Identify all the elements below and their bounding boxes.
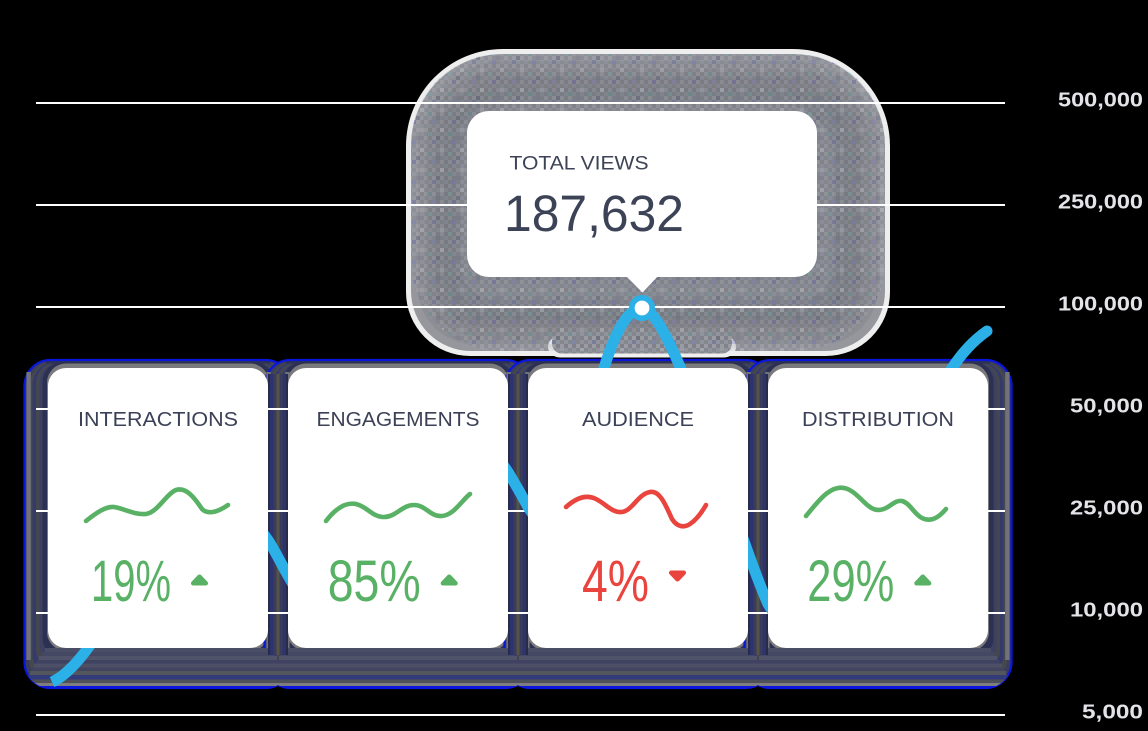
svg-text:5,000: 5,000 xyxy=(1082,701,1143,723)
svg-text:29%: 29% xyxy=(807,549,894,614)
svg-text:50,000: 50,000 xyxy=(1070,395,1143,417)
svg-text:85%: 85% xyxy=(328,549,421,614)
svg-text:TOTAL VIEWS: TOTAL VIEWS xyxy=(510,153,649,175)
svg-text:25,000: 25,000 xyxy=(1070,497,1143,519)
svg-text:4%: 4% xyxy=(582,549,649,614)
svg-text:19%: 19% xyxy=(91,549,171,614)
svg-text:DISTRIBUTION: DISTRIBUTION xyxy=(802,409,954,431)
svg-text:ENGAGEMENTS: ENGAGEMENTS xyxy=(317,409,480,431)
svg-text:187,632: 187,632 xyxy=(504,185,684,242)
svg-text:AUDIENCE: AUDIENCE xyxy=(582,409,694,431)
svg-text:500,000: 500,000 xyxy=(1058,89,1143,111)
svg-text:250,000: 250,000 xyxy=(1058,191,1143,213)
svg-text:100,000: 100,000 xyxy=(1058,293,1143,315)
svg-text:10,000: 10,000 xyxy=(1070,599,1143,621)
svg-text:INTERACTIONS: INTERACTIONS xyxy=(78,409,238,431)
